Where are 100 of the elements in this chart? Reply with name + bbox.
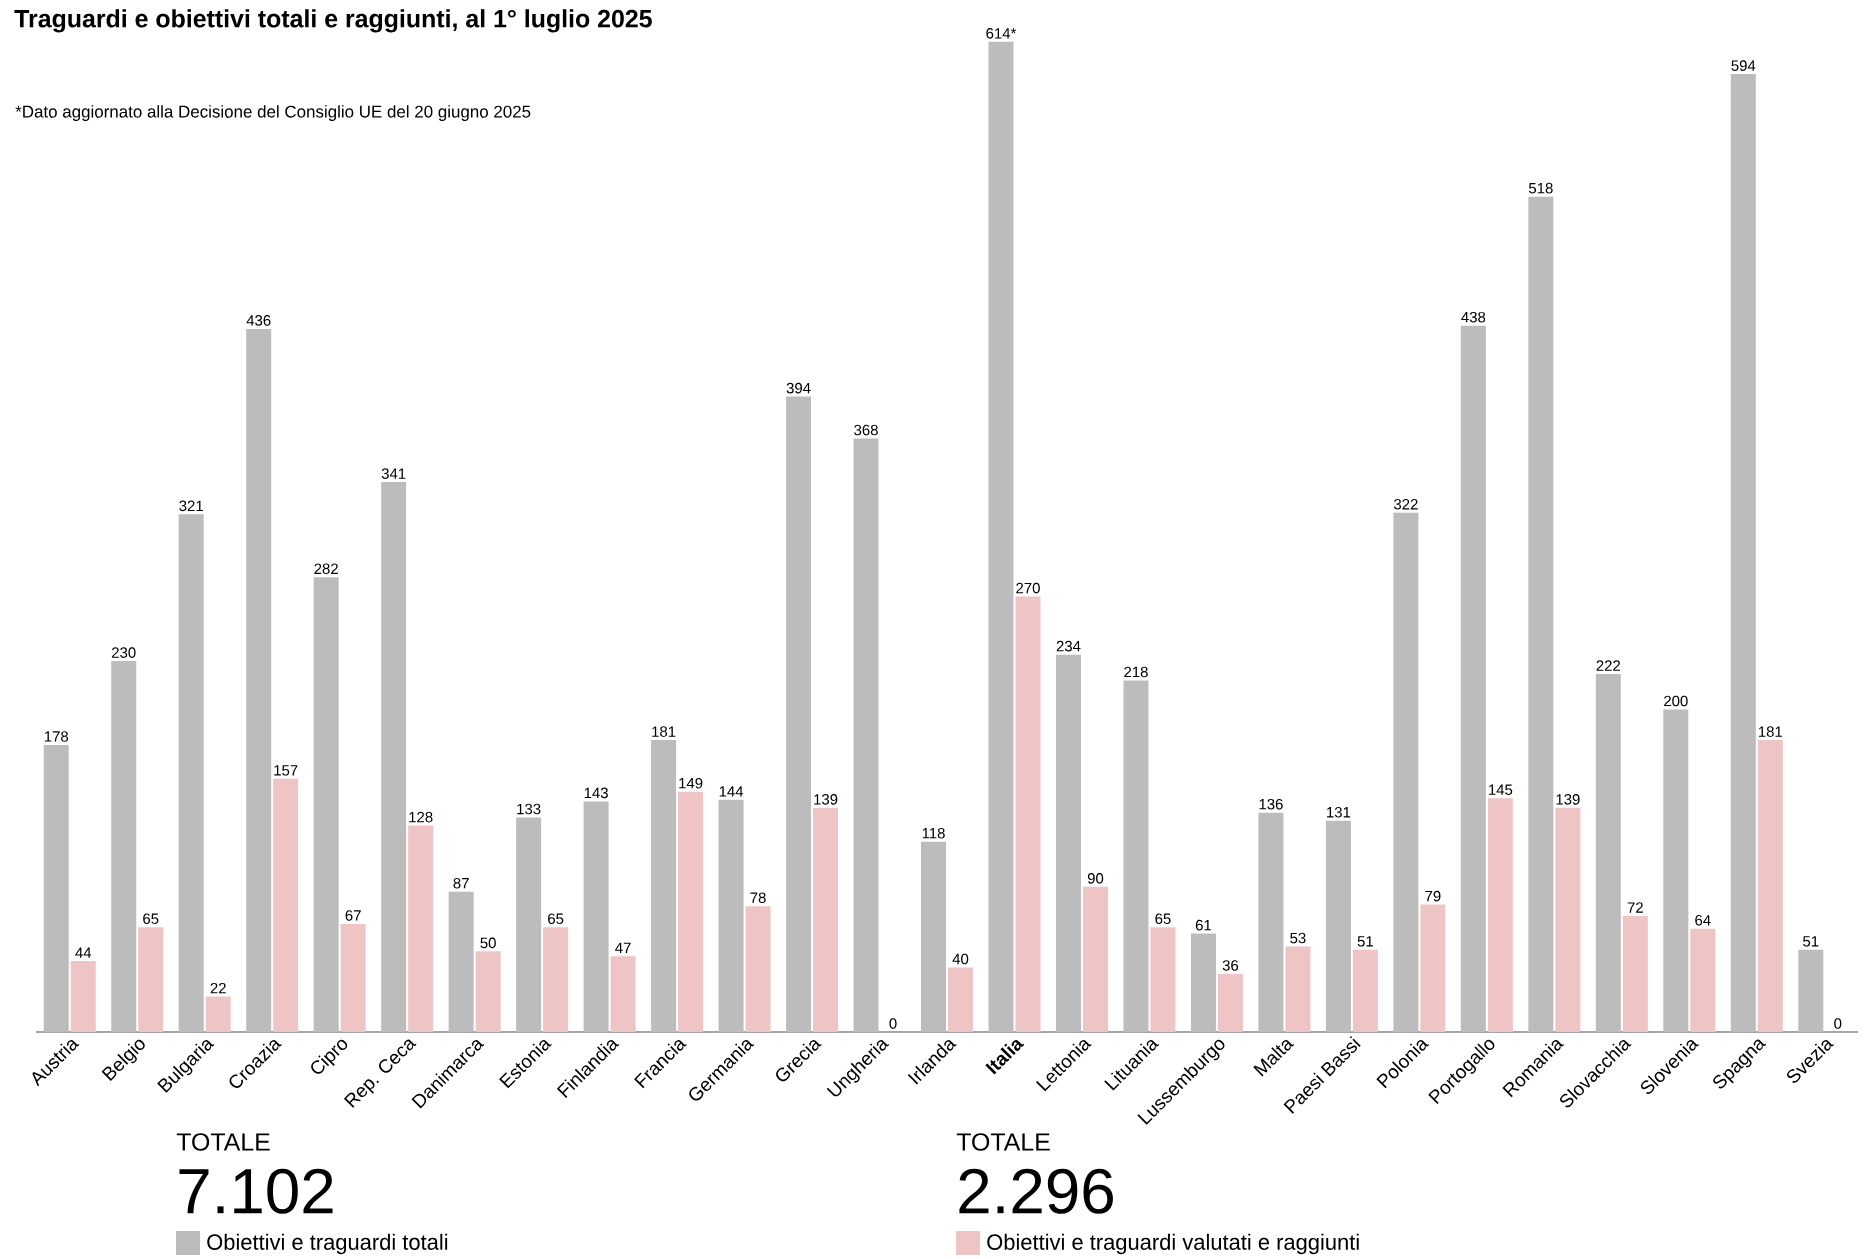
bar (745, 906, 771, 1032)
bar (1123, 680, 1149, 1032)
annotation: *Dato aggiornato alla Decisione del Consiglio UE del 20 giugno 2025 (15, 105, 531, 121)
bar (921, 841, 947, 1032)
data-label: 65 (548, 913, 564, 924)
bar (1285, 946, 1311, 1032)
bar (1015, 596, 1041, 1032)
data-label: 143 (584, 787, 608, 799)
bar (1325, 820, 1351, 1032)
text: 2.296 (959, 1168, 1113, 1214)
bar (718, 799, 744, 1032)
bar (1555, 807, 1581, 1032)
data-label: 51 (1357, 936, 1373, 947)
data-label: 368 (854, 424, 878, 436)
data-label: 438 (1461, 311, 1486, 323)
bar (1487, 798, 1513, 1032)
text: TOTALE (956, 1133, 1050, 1151)
data-label: 44 (75, 947, 92, 958)
bar (1460, 325, 1486, 1032)
data-label: 157 (274, 765, 298, 776)
data-label: 87 (453, 877, 469, 889)
bar (138, 927, 164, 1032)
bar (313, 577, 339, 1032)
bar (1082, 886, 1108, 1032)
data-label: 282 (314, 563, 338, 575)
bar (408, 825, 434, 1032)
data-label: 53 (1290, 932, 1306, 944)
data-label: 0 (889, 1018, 897, 1029)
bar (651, 740, 677, 1032)
data-label: 222 (1596, 660, 1621, 671)
text: TOTALE (176, 1133, 270, 1151)
bar (516, 817, 542, 1032)
bar (813, 807, 839, 1032)
data-label: 64 (1695, 915, 1711, 926)
bar (678, 791, 704, 1032)
bar (246, 328, 272, 1032)
bar (448, 891, 474, 1032)
bar (1663, 709, 1689, 1032)
bar (340, 923, 366, 1032)
data-label: 178 (44, 731, 69, 742)
data-label: 145 (1489, 784, 1513, 795)
data-label: 181 (652, 726, 676, 737)
bar (43, 744, 69, 1032)
data-label: 322 (1393, 498, 1418, 510)
data-label: 78 (750, 892, 766, 904)
data-label: 118 (922, 827, 945, 839)
data-label: 321 (179, 500, 203, 512)
bar (1352, 949, 1378, 1032)
bar (1757, 740, 1783, 1032)
bar (543, 927, 569, 1032)
data-label: 72 (1627, 902, 1643, 913)
bar (1730, 74, 1756, 1032)
data-label: 218 (1124, 666, 1148, 678)
bar (1595, 673, 1621, 1032)
data-label: 61 (1195, 919, 1212, 931)
legend-label: Obiettivi e traguardi totali (207, 1233, 448, 1255)
data-label: 200 (1664, 695, 1688, 707)
data-label: 65 (1155, 913, 1171, 924)
bar (178, 514, 204, 1032)
bar (1150, 927, 1176, 1032)
bar (1055, 654, 1081, 1032)
bar (1217, 973, 1243, 1032)
bar (1690, 928, 1716, 1032)
bar (1622, 915, 1648, 1032)
data-label: 136 (1259, 798, 1283, 810)
bar (475, 951, 501, 1032)
data-label: 40 (952, 953, 969, 965)
data-label: 47 (615, 942, 631, 953)
data-label: 234 (1056, 640, 1081, 652)
data-label: 230 (112, 647, 136, 658)
data-label: 149 (679, 777, 703, 789)
legend-label: Obiettivi e traguardi valutati e raggiunti (987, 1233, 1359, 1255)
bar (1258, 812, 1284, 1032)
bar (273, 778, 299, 1032)
bar (988, 41, 1014, 1032)
data-label: 518 (1528, 182, 1553, 194)
data-label: 394 (786, 382, 811, 394)
data-label: 614* (986, 28, 1017, 39)
data-label: 131 (1327, 806, 1351, 818)
data-label: 270 (1016, 582, 1040, 594)
bar (381, 482, 407, 1032)
bar (1798, 949, 1824, 1032)
data-label: 90 (1087, 873, 1104, 884)
bar (111, 661, 137, 1032)
data-label: 65 (143, 913, 159, 924)
data-label: 133 (517, 803, 541, 815)
data-label: 594 (1731, 60, 1756, 71)
data-label: 181 (1758, 726, 1783, 737)
data-label: 22 (210, 982, 226, 994)
bar (70, 961, 96, 1032)
bar (786, 396, 812, 1032)
bar (1393, 512, 1419, 1032)
data-label: 341 (381, 468, 406, 479)
data-label: 50 (480, 937, 496, 949)
data-label: 436 (246, 315, 271, 326)
data-label: 128 (409, 811, 433, 823)
bar (205, 996, 231, 1032)
bar (583, 801, 609, 1032)
data-label: 79 (1425, 890, 1441, 902)
data-label: 67 (345, 910, 361, 921)
